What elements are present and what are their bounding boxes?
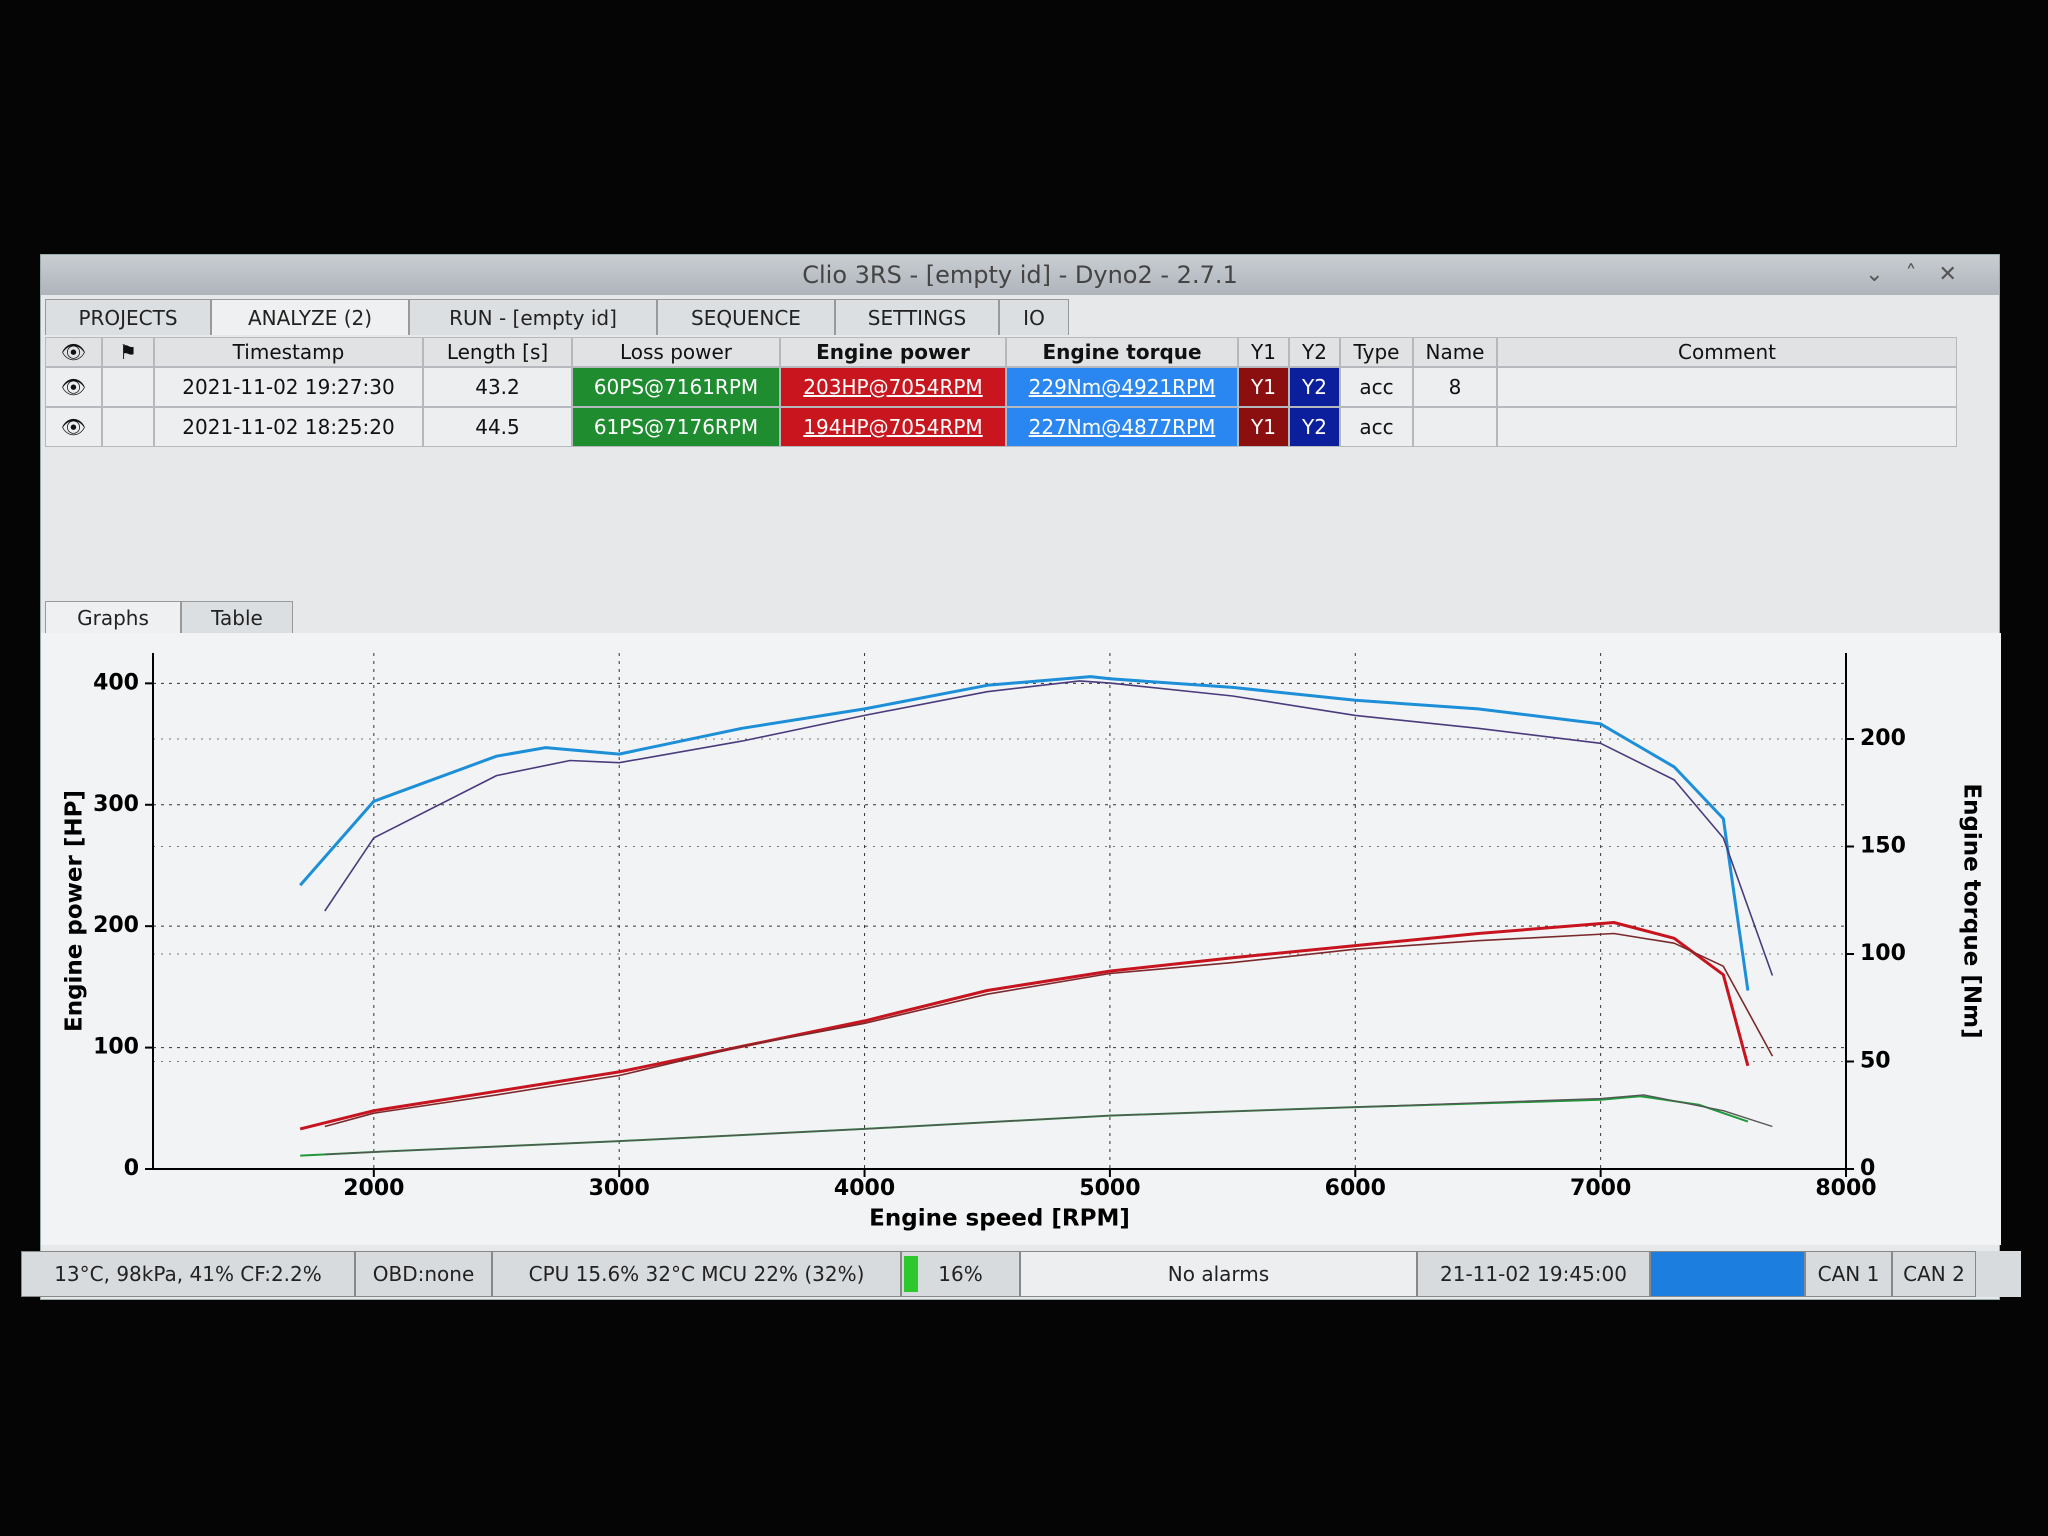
tab[interactable]: PROJECTS bbox=[45, 299, 211, 335]
table-row[interactable]: 👁 2021-11-02 18:25:20 44.5 61PS@7176RPM 194H… bbox=[45, 407, 1957, 447]
tab[interactable]: SEQUENCE bbox=[657, 299, 835, 335]
status-ambient: 13°C, 98kPa, 41% CF:2.2% bbox=[21, 1251, 355, 1297]
table-header: 👁 ⚑ Timestamp Length [s] Loss power Engine po… bbox=[45, 337, 1957, 367]
tab[interactable]: RUN - [empty id] bbox=[409, 299, 657, 335]
table-cell: 61PS@7176RPM bbox=[572, 407, 780, 447]
y-tick-label: 0 bbox=[124, 1156, 139, 1181]
x-tick-label: 8000 bbox=[1815, 1176, 1876, 1201]
tab[interactable]: SETTINGS bbox=[835, 299, 999, 335]
table-cell: Y1 bbox=[1238, 367, 1289, 407]
flag-cell bbox=[102, 367, 154, 407]
table-cell: acc bbox=[1340, 367, 1413, 407]
x-tick-label: 6000 bbox=[1325, 1176, 1386, 1201]
y2-tick-label: 50 bbox=[1860, 1049, 1891, 1074]
table-cell bbox=[1497, 407, 1957, 447]
runs-table: 👁 ⚑ Timestamp Length [s] Loss power Engine po… bbox=[45, 337, 1957, 447]
eye-icon[interactable]: 👁 bbox=[45, 337, 102, 367]
status-load: 16% bbox=[901, 1251, 1020, 1297]
status-obd: OBD:none bbox=[355, 1251, 492, 1297]
x-tick-label: 5000 bbox=[1079, 1176, 1140, 1201]
tab[interactable]: IO bbox=[999, 299, 1069, 335]
y2-tick-label: 150 bbox=[1860, 834, 1906, 859]
x-tick-label: 3000 bbox=[589, 1176, 650, 1201]
y2-axis-label: Engine torque [Nm] bbox=[1959, 783, 1985, 1038]
table-cell: 2021-11-02 18:25:20 bbox=[154, 407, 423, 447]
column-header[interactable]: Loss power bbox=[572, 337, 780, 367]
load-bar bbox=[904, 1256, 918, 1292]
window-title: Clio 3RS - [empty id] - Dyno2 - 2.7.1 bbox=[802, 261, 1238, 289]
column-header[interactable]: Y2 bbox=[1289, 337, 1340, 367]
table-cell: 229Nm@4921RPM bbox=[1006, 367, 1238, 407]
table-row[interactable]: 👁 2021-11-02 19:27:30 43.2 60PS@7161RPM 203H… bbox=[45, 367, 1957, 407]
x-tick-label: 2000 bbox=[343, 1176, 404, 1201]
column-header[interactable]: Type bbox=[1340, 337, 1413, 367]
sub-tab[interactable]: Table bbox=[181, 601, 293, 633]
status-can2: CAN 2 bbox=[1892, 1251, 1976, 1297]
data-line bbox=[299, 675, 1750, 991]
status-can1: CAN 1 bbox=[1805, 1251, 1892, 1297]
table-cell: acc bbox=[1340, 407, 1413, 447]
table-cell: 194HP@7054RPM bbox=[780, 407, 1006, 447]
column-header[interactable]: Y1 bbox=[1238, 337, 1289, 367]
status-clock: 21-11-02 19:45:00 bbox=[1417, 1251, 1650, 1297]
data-line bbox=[324, 1094, 1773, 1156]
table-cell: Y2 bbox=[1289, 407, 1340, 447]
x-axis-label: Engine speed [RPM] bbox=[869, 1206, 1130, 1232]
table-cell: 203HP@7054RPM bbox=[780, 367, 1006, 407]
app-window: Clio 3RS - [empty id] - Dyno2 - 2.7.1 ⌄˄… bbox=[21, 254, 2021, 1300]
data-line bbox=[324, 680, 1774, 976]
table-cell bbox=[1413, 407, 1497, 447]
x-tick-label: 7000 bbox=[1570, 1176, 1631, 1201]
title-bar: Clio 3RS - [empty id] - Dyno2 - 2.7.1 ⌄˄… bbox=[41, 255, 1999, 295]
table-cell: 60PS@7161RPM bbox=[572, 367, 780, 407]
status-alarms: No alarms bbox=[1020, 1251, 1417, 1297]
y-tick-label: 400 bbox=[93, 670, 139, 695]
column-header[interactable]: Timestamp bbox=[154, 337, 423, 367]
flag-icon[interactable]: ⚑ bbox=[102, 337, 154, 367]
main-tabs: PROJECTS ANALYZE (2) RUN - [empty id] SEQUE… bbox=[45, 299, 1069, 335]
y-axis-label: Engine power [HP] bbox=[62, 790, 88, 1032]
y-tick-label: 200 bbox=[93, 913, 139, 938]
column-header[interactable]: Engine power bbox=[780, 337, 1006, 367]
flag-cell bbox=[102, 407, 154, 447]
column-header[interactable]: Comment bbox=[1497, 337, 1957, 367]
tab[interactable]: ANALYZE (2) bbox=[211, 299, 409, 335]
status-cpu: CPU 15.6% 32°C MCU 22% (32%) bbox=[492, 1251, 901, 1297]
table-cell: Y2 bbox=[1289, 367, 1340, 407]
sub-tab[interactable]: Graphs bbox=[45, 601, 181, 633]
y2-tick-label: 100 bbox=[1860, 941, 1906, 966]
y2-tick-label: 0 bbox=[1860, 1156, 1875, 1181]
table-cell bbox=[1497, 367, 1957, 407]
x-tick-label: 4000 bbox=[834, 1176, 895, 1201]
sub-tabs: Graphs Table bbox=[45, 601, 293, 633]
column-header[interactable]: Engine torque bbox=[1006, 337, 1238, 367]
eye-icon[interactable]: 👁 bbox=[45, 407, 102, 447]
y-tick-label: 100 bbox=[93, 1035, 139, 1060]
table-cell: 44.5 bbox=[423, 407, 572, 447]
connection-indicator bbox=[1650, 1251, 1805, 1297]
y2-tick-label: 200 bbox=[1860, 726, 1906, 751]
column-header[interactable]: Name bbox=[1413, 337, 1497, 367]
table-cell: 2021-11-02 19:27:30 bbox=[154, 367, 423, 407]
table-cell: 43.2 bbox=[423, 367, 572, 407]
data-line bbox=[299, 921, 1750, 1131]
eye-icon[interactable]: 👁 bbox=[45, 367, 102, 407]
column-header[interactable]: Length [s] bbox=[423, 337, 572, 367]
table-cell: 227Nm@4877RPM bbox=[1006, 407, 1238, 447]
window-controls[interactable]: ⌄˄✕ bbox=[1865, 262, 1979, 287]
status-bar: 13°C, 98kPa, 41% CF:2.2% OBD:none CPU 15.6… bbox=[21, 1251, 2021, 1297]
chart: 2000 3000 4000 5000 6000 7000 8000010020030040… bbox=[41, 633, 2001, 1245]
data-line bbox=[324, 932, 1774, 1128]
y-tick-label: 300 bbox=[93, 792, 139, 817]
table-cell: 8 bbox=[1413, 367, 1497, 407]
table-cell: Y1 bbox=[1238, 407, 1289, 447]
